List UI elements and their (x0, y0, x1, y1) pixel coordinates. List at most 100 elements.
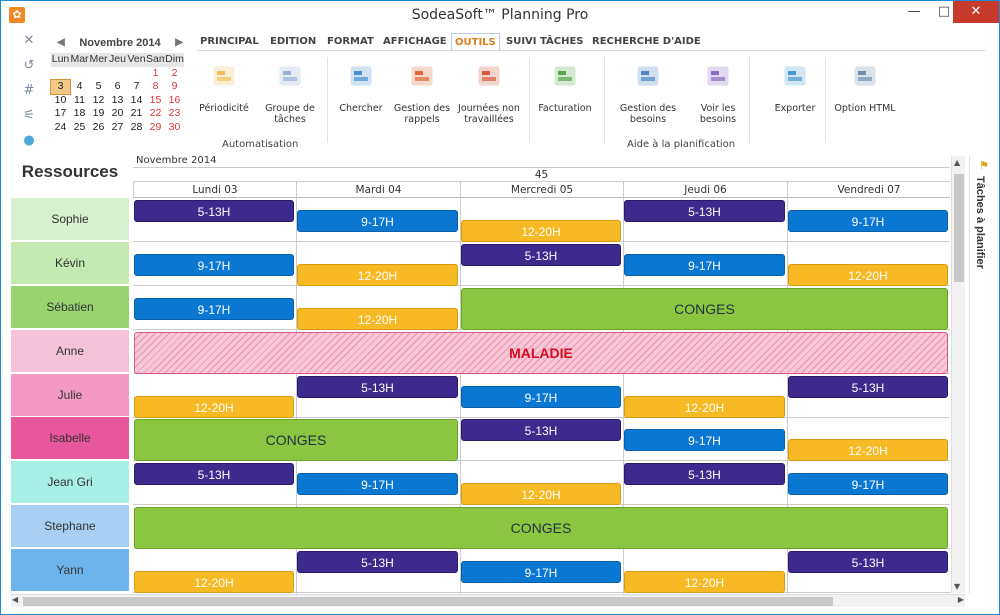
maximize-button[interactable]: □ (937, 4, 951, 19)
minimize-button[interactable]: — (907, 4, 921, 19)
shift-block[interactable]: 9-17H (134, 254, 294, 276)
day-header[interactable]: Mardi 04 (296, 182, 460, 198)
billing-button[interactable]: Facturation (537, 57, 593, 114)
shift-block[interactable]: 5-13H (461, 419, 621, 441)
app-logo-icon[interactable]: ✿ (9, 7, 25, 23)
shift-block[interactable]: 5-13H (297, 376, 458, 398)
calendar-day[interactable]: 1 (152, 66, 159, 79)
scroll-right-button[interactable]: ▶ (957, 595, 964, 604)
html-option-button[interactable]: Option HTML (829, 57, 901, 114)
resource-sophie[interactable]: Sophie (11, 198, 129, 240)
shift-block[interactable]: 12-20H (461, 220, 621, 242)
shift-block[interactable]: 12-20H (461, 483, 621, 505)
sick-leave-block[interactable]: MALADIE (134, 332, 948, 374)
tab-suivi-t-ches[interactable]: SUIVI TÂCHES (506, 36, 584, 47)
plug-icon[interactable]: ⚟ (23, 108, 35, 123)
calendar-day[interactable]: 4 (76, 80, 83, 92)
shift-block[interactable]: 12-20H (297, 308, 458, 330)
calendar-day[interactable]: 20 (111, 107, 124, 119)
shift-block[interactable]: 5-13H (624, 200, 785, 222)
scroll-up-button[interactable]: ▲ (954, 158, 961, 167)
tab-recherche-d-aide[interactable]: RECHERCHE D'AIDE (592, 36, 701, 47)
leave-block[interactable]: CONGES (461, 288, 948, 330)
resource-kvin[interactable]: Kévin (11, 242, 129, 284)
leave-block[interactable]: CONGES (134, 507, 948, 549)
calendar-day[interactable]: 11 (74, 93, 85, 106)
calendar-day[interactable]: 18 (73, 107, 86, 119)
calendar-day[interactable]: 9 (171, 80, 178, 92)
shift-block[interactable]: 5-13H (788, 551, 948, 573)
task-group-button[interactable]: Groupe de tâches (259, 57, 321, 125)
planning-grid[interactable]: Novembre 2014 45 Lundi 03 Mardi 04 Mercred… (133, 154, 950, 594)
calendar-day[interactable]: 8 (152, 80, 159, 92)
shift-block[interactable]: 12-20H (134, 571, 294, 593)
shift-block[interactable]: 12-20H (624, 396, 785, 418)
shift-block[interactable]: 9-17H (297, 210, 458, 232)
calendar-day[interactable]: 19 (92, 107, 105, 119)
view-needs-button[interactable]: Voir les besoins (693, 57, 743, 125)
export-button[interactable]: Exporter (767, 57, 823, 114)
calendar-day[interactable]: 23 (168, 107, 181, 119)
shift-block[interactable]: 9-17H (134, 298, 294, 320)
tab-format[interactable]: FORMAT (327, 36, 374, 47)
status-dot-icon[interactable]: ● (23, 133, 35, 148)
calendar-day[interactable]: 21 (130, 107, 143, 119)
shift-block[interactable]: 9-17H (461, 386, 621, 408)
shift-block[interactable]: 5-13H (461, 244, 621, 266)
shift-block[interactable]: 5-13H (134, 200, 294, 222)
horizontal-scroll-thumb[interactable] (23, 597, 833, 606)
calendar-day[interactable]: 10 (54, 93, 67, 106)
tab-edition[interactable]: EDITION (270, 36, 317, 47)
scroll-left-button[interactable]: ◀ (12, 595, 19, 604)
shift-block[interactable]: 5-13H (297, 551, 458, 573)
calendar-day[interactable]: 16 (168, 93, 181, 106)
shift-block[interactable]: 12-20H (788, 264, 948, 286)
refresh-icon[interactable]: ↺ (23, 58, 35, 73)
leave-block[interactable]: CONGES (134, 419, 458, 461)
tab-affichage[interactable]: AFFICHAGE (383, 36, 447, 47)
calendar-day[interactable]: 2 (171, 66, 178, 79)
calendar-day[interactable]: 29 (149, 120, 162, 133)
resource-jeangri[interactable]: Jean Gri (11, 461, 129, 503)
calendar-day[interactable]: 14 (130, 93, 143, 106)
shift-block[interactable]: 12-20H (134, 396, 294, 418)
shift-block[interactable]: 9-17H (624, 429, 785, 451)
shift-block[interactable]: 9-17H (461, 561, 621, 583)
scroll-down-button[interactable]: ▼ (954, 582, 961, 591)
vertical-scrollbar[interactable]: ▲ ▼ (951, 156, 965, 593)
calendar-day[interactable]: 7 (133, 80, 140, 92)
shift-block[interactable]: 9-17H (788, 210, 948, 232)
resource-isabelle[interactable]: Isabelle (11, 417, 129, 459)
shift-block[interactable]: 9-17H (624, 254, 785, 276)
horizontal-scrollbar[interactable]: ◀ ▶ (11, 594, 965, 607)
calendar-day[interactable]: 6 (114, 80, 121, 92)
calendar-off-button[interactable]: Journées non travaillées (454, 57, 524, 125)
calendar-day[interactable]: 22 (149, 107, 162, 119)
search-button[interactable]: Chercher (334, 57, 388, 114)
resource-stephane[interactable]: Stephane (11, 505, 129, 547)
grid-icon[interactable]: # (23, 83, 35, 98)
calendar-day[interactable]: 13 (111, 93, 124, 106)
calendar-day[interactable]: 5 (95, 80, 102, 92)
calendar-day[interactable]: 15 (149, 93, 162, 106)
shift-block[interactable]: 12-20H (624, 571, 785, 593)
calendar-day[interactable]: 3 (50, 79, 71, 95)
shift-block[interactable]: 12-20H (297, 264, 458, 286)
calendar-day[interactable]: 24 (54, 120, 67, 133)
day-header[interactable]: Jeudi 06 (623, 182, 787, 198)
calendar-day[interactable]: 30 (168, 120, 181, 133)
needs-button[interactable]: Gestion des besoins (615, 57, 681, 125)
shift-block[interactable]: 9-17H (297, 473, 458, 495)
calendar-day[interactable]: 12 (92, 93, 105, 106)
calendar-day[interactable]: 27 (111, 120, 124, 133)
tab-principal[interactable]: PRINCIPAL (200, 36, 259, 47)
day-header[interactable]: Mercredi 05 (460, 182, 623, 198)
shift-block[interactable]: 12-20H (788, 439, 948, 461)
shift-block[interactable]: 5-13H (134, 463, 294, 485)
next-month-button[interactable]: ▶ (175, 37, 183, 48)
day-header[interactable]: Vendredi 07 (787, 182, 950, 198)
tasks-to-plan-panel[interactable]: ⚑ Tâches à planifier (969, 156, 995, 593)
resource-sbatien[interactable]: Sébatien (11, 286, 129, 328)
vertical-scroll-thumb[interactable] (954, 174, 964, 282)
shift-block[interactable]: 5-13H (788, 376, 948, 398)
